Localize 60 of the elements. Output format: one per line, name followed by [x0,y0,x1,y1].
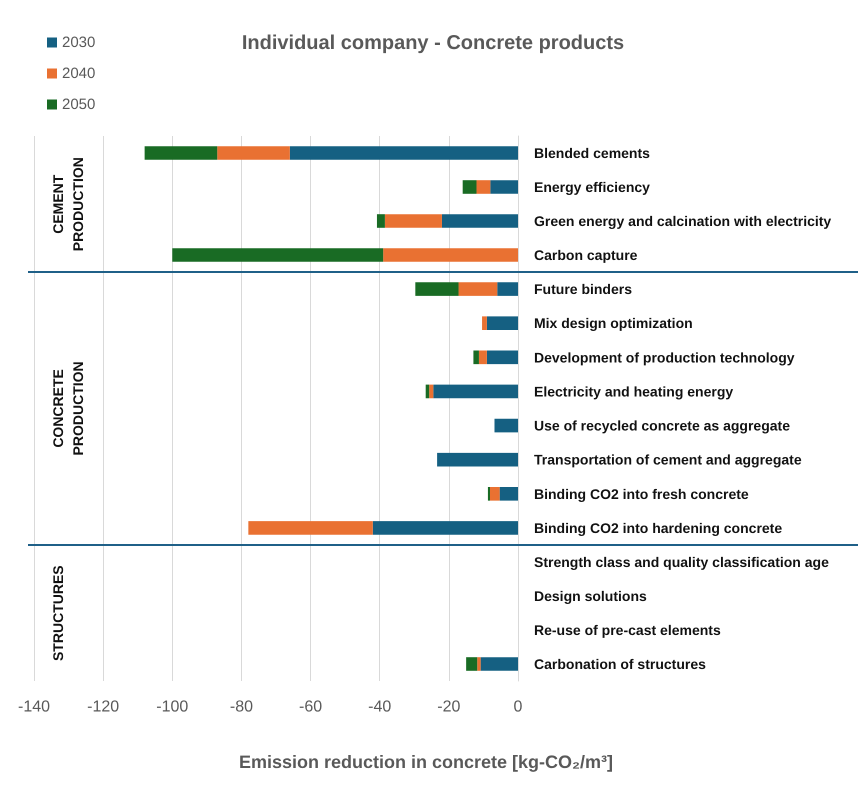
bar [486,316,518,330]
bar [248,522,373,536]
y-tick-label: Re-use of pre-cast elements [534,622,721,638]
x-tick-label: -20 [437,698,461,716]
x-tick-label: -80 [230,698,254,716]
y-tick-label: Use of recycled concrete as aggregate [534,418,790,434]
bar [442,214,518,228]
y-tick-label: Binding CO2 into fresh concrete [534,486,749,502]
x-tick-label: 0 [514,698,523,716]
legend-label: 2050 [62,96,96,113]
x-tick-label: -60 [299,698,322,716]
x-tick-label: -120 [87,698,120,716]
bar [383,248,518,262]
bar [426,385,430,399]
y-tick-label: Carbonation of structures [534,656,706,672]
chart-title: Individual company - Concrete products [242,32,624,54]
y-tick-label: Energy efficiency [534,179,650,195]
y-tick-label: Carbon capture [534,247,638,263]
bar [144,146,218,160]
bar [172,248,384,262]
y-axis-title: CONCRETE PRODUCTION [50,362,86,456]
x-axis-title: Emission reduction in concrete [kg-CO₂/m³] [238,752,614,772]
legend-label: 2030 [62,34,96,51]
bar [429,385,434,399]
x-tick-label: -140 [18,698,50,716]
bar [500,487,518,502]
bar [473,350,479,365]
bar [384,214,442,228]
y-axis-title: STRUCTURES [50,566,66,662]
bar [217,146,290,160]
bar [433,385,518,399]
bar [490,487,500,502]
y-tick-label: Mix design optimization [534,316,693,332]
bar [290,146,518,160]
bar [486,350,518,365]
bar [494,419,518,433]
legend-label: 2040 [62,65,96,82]
x-tick-label: -100 [156,698,188,716]
bar [476,180,490,194]
y-tick-label: Blended cements [534,145,650,161]
bar [497,282,518,296]
y-tick-label: Green energy and calcination with electricity [534,213,832,229]
y-axis-title: CEMENT PRODUCTION [50,157,86,252]
bar [415,282,459,296]
y-tick-label: Development of production technology [534,350,795,366]
y-tick-label: Binding CO2 into hardening concrete [534,520,782,536]
y-tick-label: Transportation of cement and aggregate [534,452,802,468]
bar [437,453,518,467]
y-tick-label: Electricity and heating energy [534,384,734,400]
y-tick-label: Future binders [534,281,632,298]
y-tick-label: Design solutions [534,588,647,604]
bar [372,522,518,536]
bar [462,180,477,194]
bar [478,350,487,365]
bar [482,316,487,330]
bar [458,282,498,296]
bar [376,214,385,228]
x-tick-label: -40 [368,698,392,716]
y-tick-label: Strength class and quality classification age [534,554,830,570]
bar [490,180,518,194]
